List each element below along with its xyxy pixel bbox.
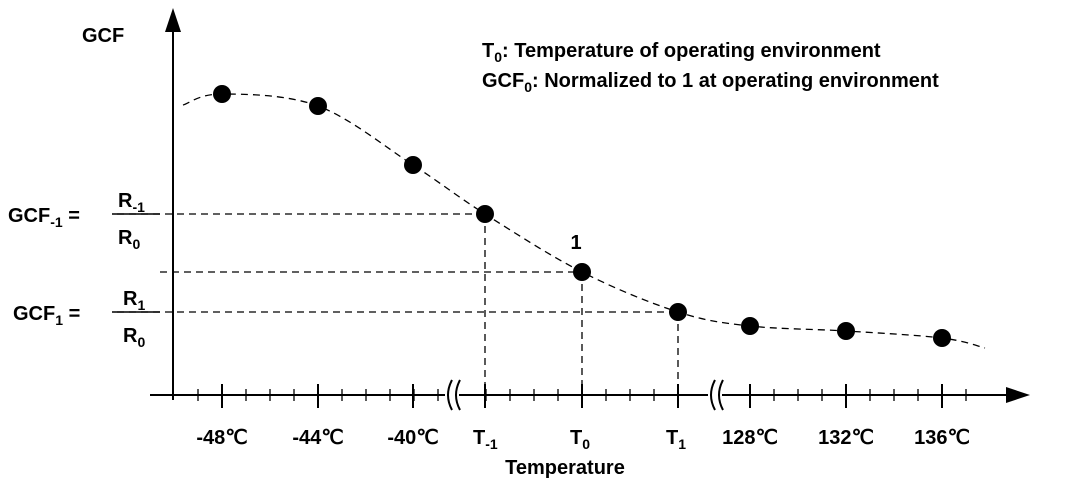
x-tick-label: -44℃ [292,427,343,449]
note: GCF0: Normalized to 1 at operating envir… [482,70,939,95]
base: -44℃ [292,427,343,449]
point [476,205,494,223]
subscript: -1 [132,199,145,215]
x-tick-label: 132℃ [818,427,874,449]
x-tick-label: T0 [570,427,590,452]
numerator: R-1 [118,190,145,215]
subscript: 0 [494,49,502,65]
point [837,322,855,340]
point [404,156,422,174]
numerator: R1 [123,288,145,313]
point [573,263,591,281]
fraction-label: GCF1 = [13,303,80,328]
x-tick-label: T1 [666,427,686,452]
axis-breaks [445,379,724,411]
x-tick-label: -48℃ [196,427,247,449]
subscript: 0 [524,79,532,95]
subscript: 1 [678,436,686,452]
point [933,329,951,347]
text: : Normalized to 1 at operating environme… [532,70,939,92]
point [309,97,327,115]
base: R [123,325,138,347]
point [741,317,759,335]
x-tick-label: 136℃ [914,427,970,449]
y-axis-label: GCF [82,25,124,47]
subscript: 0 [582,436,590,452]
base: T [570,427,582,449]
denominator: R0 [123,325,145,350]
note: T0: Temperature of operating environment [482,40,881,65]
subscript: -1 [485,436,498,452]
base: T [482,40,494,62]
base: GCF [13,303,55,325]
base: 136℃ [914,427,970,449]
x-arrow [1006,387,1030,403]
subscript: 0 [137,334,145,350]
base: R [118,190,133,212]
point-label: 1 [570,232,581,254]
text: = [63,205,80,227]
y-arrow [165,8,181,32]
base: T [473,427,485,449]
point [669,303,687,321]
base: -40℃ [387,427,438,449]
fraction-label: GCF-1 = [8,205,80,230]
x-tick-label: T-1 [473,427,498,452]
subscript: -1 [50,214,63,230]
text: = [63,303,80,325]
curve [182,93,986,349]
x-tick-label: 128℃ [722,427,778,449]
subscript: 1 [137,297,145,313]
base: 128℃ [722,427,778,449]
point [213,85,231,103]
guides [117,213,679,395]
base: R [123,288,138,310]
base: GCF [8,205,50,227]
subscript: 1 [55,312,63,328]
subscript: 0 [132,236,140,252]
base: GCF [482,70,524,92]
base: 132℃ [818,427,874,449]
base: T [666,427,678,449]
x-axis-label: Temperature [505,457,625,479]
x-tick-label: -40℃ [387,427,438,449]
base: -48℃ [196,427,247,449]
denominator: R0 [118,227,140,252]
base: R [118,227,133,249]
text: : Temperature of operating environment [502,40,881,62]
